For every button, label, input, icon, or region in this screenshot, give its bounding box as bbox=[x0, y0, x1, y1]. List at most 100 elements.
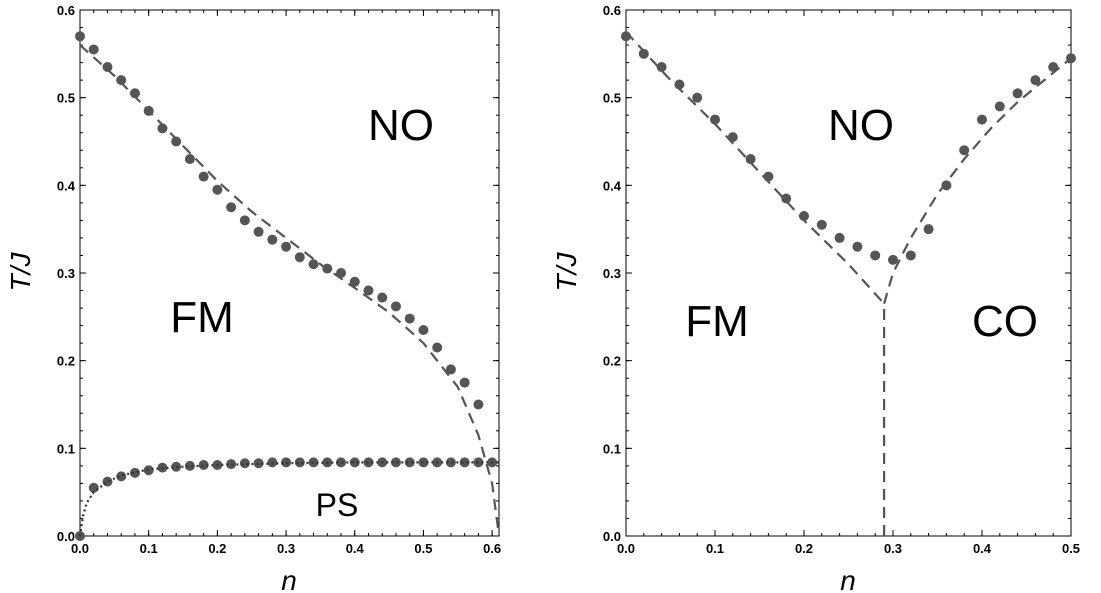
right-data-point bbox=[959, 145, 970, 156]
right-data-point bbox=[745, 154, 756, 165]
left-x-axis-label: n bbox=[281, 565, 297, 593]
right-y-axis-label: T/J bbox=[551, 252, 582, 292]
left-data-point bbox=[129, 467, 140, 478]
left-data-point bbox=[445, 457, 456, 468]
left-data-point bbox=[88, 44, 99, 55]
left-data-point bbox=[198, 171, 209, 182]
left-data-point bbox=[253, 458, 264, 469]
right-x-axis-label: n bbox=[840, 565, 856, 593]
left-data-point bbox=[349, 457, 360, 468]
left-data-point bbox=[445, 364, 456, 375]
left-data-point bbox=[102, 61, 113, 72]
right-ticks: 0.0 0.1 0.2 0.3 0.4 0.5 0.0 0.1 0.2 0.3 0.4 0.5 0.6 bbox=[603, 3, 1080, 556]
left-data-point bbox=[267, 234, 278, 245]
left-data-point bbox=[377, 292, 388, 303]
left-y-tick-label: 0.5 bbox=[57, 91, 75, 106]
left-x-tick-label: 0.1 bbox=[140, 541, 158, 556]
right-data-point bbox=[834, 232, 845, 243]
left-y-axis-label: T/J bbox=[5, 252, 36, 292]
left-data-point bbox=[432, 342, 443, 353]
left-data-point bbox=[198, 459, 209, 470]
right-y-tick-label: 0.5 bbox=[603, 91, 621, 106]
right-region-fm: FM bbox=[685, 297, 749, 346]
left-data-point bbox=[404, 457, 415, 468]
left-data-point bbox=[226, 459, 237, 470]
left-region-ps: PS bbox=[316, 487, 359, 523]
left-x-tick-label: 0.3 bbox=[277, 541, 295, 556]
left-data-point bbox=[294, 457, 305, 468]
left-y-tick-label: 0.4 bbox=[57, 178, 76, 193]
right-data-point bbox=[1030, 75, 1041, 86]
left-data-point bbox=[459, 457, 470, 468]
right-series bbox=[621, 31, 1076, 536]
right-data-point bbox=[923, 224, 934, 235]
right-data-point bbox=[692, 92, 703, 103]
right-data-point bbox=[905, 250, 916, 261]
left-y-tick-label: 0.6 bbox=[57, 3, 75, 18]
right-y-tick-label: 0.0 bbox=[603, 529, 621, 544]
left-data-point bbox=[253, 226, 264, 237]
right-x-tick-label: 0.5 bbox=[1062, 541, 1080, 556]
right-data-point bbox=[888, 254, 898, 265]
left-data-point bbox=[349, 276, 360, 287]
left-dashed-curve bbox=[79, 44, 501, 537]
left-data-point bbox=[281, 241, 292, 252]
right-data-point bbox=[710, 114, 720, 125]
right-x-tick-label: 0.1 bbox=[706, 541, 724, 556]
left-plot-frame bbox=[79, 9, 500, 537]
left-dotted-curve bbox=[78, 461, 499, 537]
right-data-point bbox=[638, 48, 649, 59]
left-ticks: 0.0 0.1 0.2 0.3 0.4 0.5 0.6 0.0 0.1 0.2 0.3 0.4 0.5 0… bbox=[57, 3, 501, 556]
right-data-point bbox=[870, 250, 881, 261]
left-data-point bbox=[239, 215, 250, 226]
left-region-fm: FM bbox=[170, 293, 234, 342]
left-data-point bbox=[418, 457, 429, 468]
left-data-point bbox=[418, 324, 429, 335]
left-data-point bbox=[308, 457, 319, 468]
right-x-tick-label: 0.0 bbox=[617, 541, 635, 556]
left-data-point bbox=[363, 457, 374, 468]
right-y-tick-label: 0.6 bbox=[603, 3, 621, 18]
left-data-point bbox=[239, 458, 250, 469]
right-y-tick-label: 0.2 bbox=[603, 354, 621, 369]
left-data-point bbox=[336, 457, 347, 468]
left-data-point bbox=[116, 75, 127, 86]
left-x-tick-label: 0.4 bbox=[346, 541, 365, 556]
left-y-tick-label: 0.1 bbox=[57, 441, 75, 456]
right-plot-frame bbox=[625, 9, 1072, 537]
left-data-point bbox=[473, 457, 484, 468]
right-data-point bbox=[994, 101, 1005, 112]
left-x-tick-label: 0.6 bbox=[483, 541, 501, 556]
left-data-point bbox=[88, 482, 99, 493]
right-dashed-curve bbox=[625, 31, 885, 305]
left-x-tick-label: 0.2 bbox=[208, 541, 226, 556]
right-x-tick-label: 0.2 bbox=[795, 541, 813, 556]
right-dashed-curve bbox=[883, 57, 1072, 304]
left-data-point bbox=[184, 154, 195, 165]
right-y-tick-label: 0.4 bbox=[603, 178, 622, 193]
right-x-tick-label: 0.3 bbox=[884, 541, 902, 556]
left-phase-diagram: 0.0 0.1 0.2 0.3 0.4 0.5 0.6 0.0 0.1 0.2 0.3 0.4 0.5 0… bbox=[5, 3, 501, 593]
left-data-point bbox=[75, 31, 85, 42]
right-data-point bbox=[816, 219, 827, 230]
left-y-tick-label: 0.2 bbox=[57, 354, 75, 369]
right-data-point bbox=[781, 193, 792, 204]
left-data-point bbox=[184, 460, 195, 471]
right-phase-diagram: 0.0 0.1 0.2 0.3 0.4 0.50.00.10.20.30.40.50.6 … bbox=[551, 3, 1080, 593]
right-region-no: NO bbox=[828, 101, 894, 150]
left-data-point bbox=[267, 457, 278, 468]
left-data-point bbox=[226, 202, 237, 213]
right-data-point bbox=[852, 241, 863, 252]
right-y-tick-label: 0.1 bbox=[603, 441, 621, 456]
right-data-point bbox=[656, 61, 667, 72]
left-data-point bbox=[212, 184, 223, 195]
left-x-tick-label: 0.5 bbox=[414, 541, 432, 556]
right-data-point bbox=[1012, 88, 1023, 99]
left-data-point bbox=[102, 476, 113, 487]
left-y-tick-label: 0.0 bbox=[57, 529, 75, 544]
right-region-co: CO bbox=[972, 297, 1038, 346]
left-region-no: NO bbox=[368, 101, 434, 150]
right-data-point bbox=[977, 114, 987, 125]
right-data-point bbox=[941, 180, 952, 191]
